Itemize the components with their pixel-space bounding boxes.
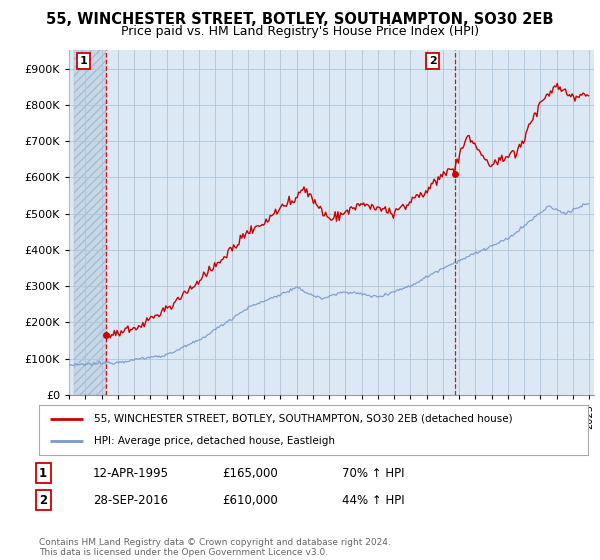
Text: HPI: Average price, detached house, Eastleigh: HPI: Average price, detached house, East… <box>94 436 335 446</box>
Text: £610,000: £610,000 <box>222 493 278 507</box>
Text: 2: 2 <box>429 56 437 66</box>
Text: 44% ↑ HPI: 44% ↑ HPI <box>342 493 404 507</box>
Text: 12-APR-1995: 12-APR-1995 <box>93 466 169 480</box>
Bar <box>74 50 106 395</box>
Text: 28-SEP-2016: 28-SEP-2016 <box>93 493 168 507</box>
Text: 55, WINCHESTER STREET, BOTLEY, SOUTHAMPTON, SO30 2EB: 55, WINCHESTER STREET, BOTLEY, SOUTHAMPT… <box>46 12 554 27</box>
Text: 1: 1 <box>80 56 88 66</box>
Text: Price paid vs. HM Land Registry's House Price Index (HPI): Price paid vs. HM Land Registry's House … <box>121 25 479 38</box>
Text: Contains HM Land Registry data © Crown copyright and database right 2024.
This d: Contains HM Land Registry data © Crown c… <box>39 538 391 557</box>
Bar <box>74 50 106 395</box>
Text: 55, WINCHESTER STREET, BOTLEY, SOUTHAMPTON, SO30 2EB (detached house): 55, WINCHESTER STREET, BOTLEY, SOUTHAMPT… <box>94 414 512 424</box>
Text: 70% ↑ HPI: 70% ↑ HPI <box>342 466 404 480</box>
Text: £165,000: £165,000 <box>222 466 278 480</box>
Text: 2: 2 <box>39 493 47 507</box>
Text: 1: 1 <box>39 466 47 480</box>
